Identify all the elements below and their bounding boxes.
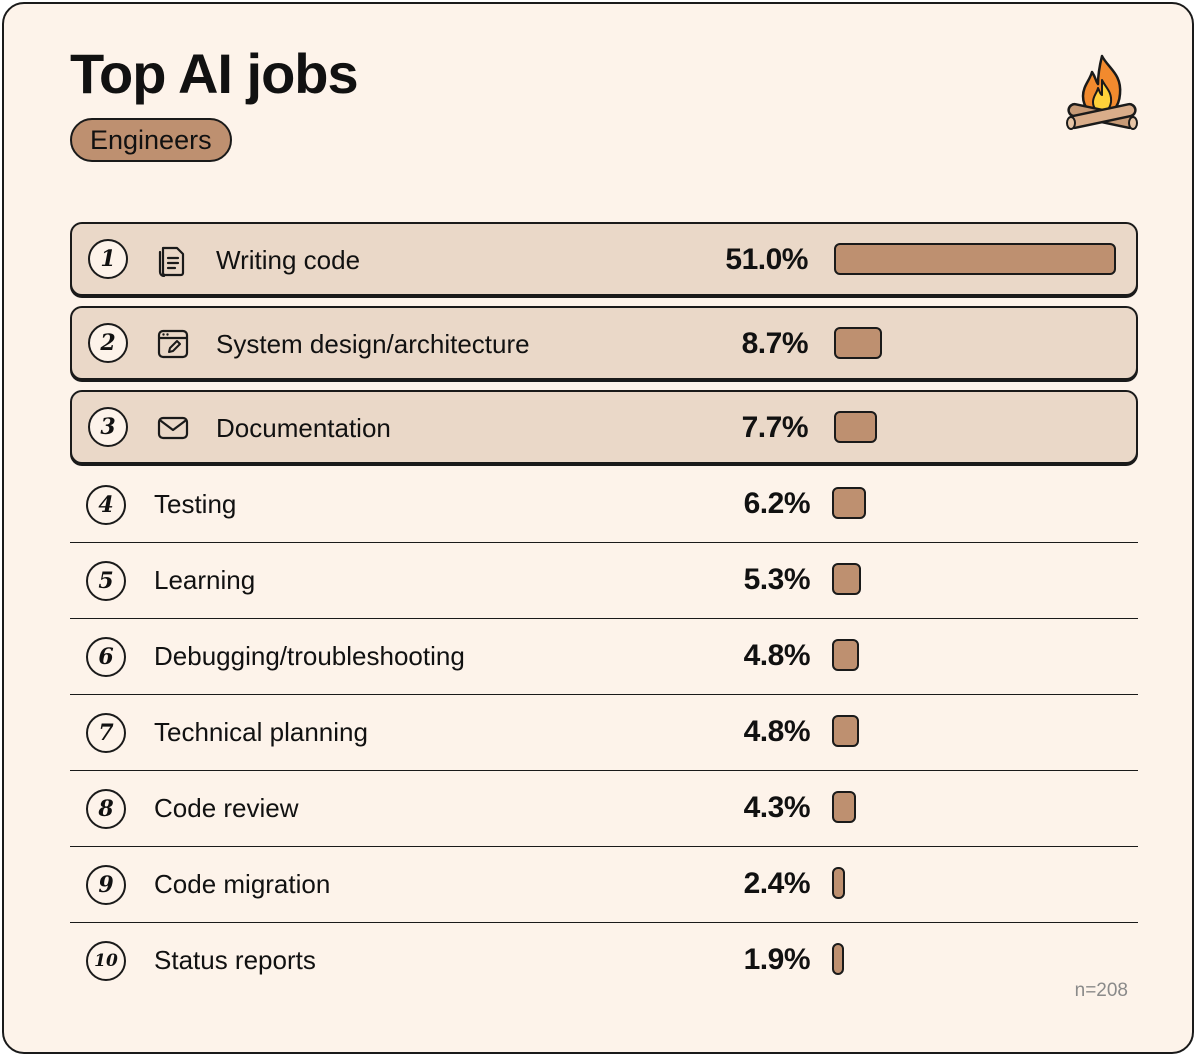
campfire-icon bbox=[1066, 54, 1138, 130]
job-label: Status reports bbox=[154, 945, 316, 975]
percent-value: 4.8% bbox=[743, 715, 811, 748]
list-item: 8 Code review 4.3% bbox=[70, 771, 1138, 847]
list-item: 9 Code migration 2.4% bbox=[70, 847, 1138, 923]
rank-badge: 10 bbox=[86, 941, 126, 981]
list-item: 3 Documentation 7.7% bbox=[70, 390, 1138, 464]
bar bbox=[832, 563, 861, 595]
bar bbox=[832, 943, 844, 975]
rank-badge: 5 bbox=[86, 561, 126, 601]
percent-value: 8.7% bbox=[741, 327, 809, 360]
job-label: Code migration bbox=[154, 869, 331, 899]
percent-value: 5.3% bbox=[743, 563, 811, 596]
list-item: 6 Debugging/troubleshooting 4.8% bbox=[70, 619, 1138, 695]
rank-badge: 3 bbox=[88, 407, 128, 447]
job-label: Learning bbox=[154, 565, 256, 595]
browser-edit-icon bbox=[157, 329, 189, 359]
document-icon bbox=[158, 246, 185, 277]
sample-size-note: n=208 bbox=[1074, 980, 1128, 1001]
list-item: 1 Writing code 51.0% bbox=[70, 222, 1138, 296]
rank-badge: 6 bbox=[86, 637, 126, 677]
job-label: Writing code bbox=[216, 245, 361, 275]
percent-value: 7.7% bbox=[741, 411, 809, 444]
list-item: 4 Testing 6.2% bbox=[70, 467, 1138, 543]
job-label: Debugging/troubleshooting bbox=[154, 641, 465, 671]
bar bbox=[832, 639, 859, 671]
bar bbox=[834, 243, 1116, 275]
rank-badge: 1 bbox=[88, 239, 128, 279]
percent-value: 4.3% bbox=[743, 791, 811, 824]
bar bbox=[834, 411, 877, 443]
chart-title: Top AI jobs bbox=[70, 42, 359, 105]
percent-value: 4.8% bbox=[743, 639, 811, 672]
job-label: Code review bbox=[154, 793, 299, 823]
list-item: 10 Status reports 1.9% bbox=[70, 923, 1138, 999]
percent-value: 2.4% bbox=[743, 867, 811, 900]
bar bbox=[834, 327, 882, 359]
envelope-icon bbox=[157, 416, 189, 440]
job-label: Technical planning bbox=[154, 717, 368, 747]
job-label: System design/architecture bbox=[216, 329, 530, 359]
rank-badge: 4 bbox=[86, 485, 126, 525]
list-item: 2 System design/architecture 8.7% bbox=[70, 306, 1138, 380]
rank-badge: 2 bbox=[88, 323, 128, 363]
list-item: 7 Technical planning 4.8% bbox=[70, 695, 1138, 771]
segment-badge: Engineers bbox=[70, 118, 232, 162]
bar bbox=[832, 791, 856, 823]
bar bbox=[832, 867, 845, 899]
rank-badge: 7 bbox=[86, 713, 126, 753]
bar bbox=[832, 487, 866, 519]
percent-value: 1.9% bbox=[743, 943, 811, 976]
percent-value: 6.2% bbox=[743, 487, 811, 520]
percent-value: 51.0% bbox=[725, 243, 808, 276]
list-item: 5 Learning 5.3% bbox=[70, 543, 1138, 619]
job-label: Documentation bbox=[216, 413, 391, 443]
bar bbox=[832, 715, 859, 747]
job-label: Testing bbox=[154, 489, 237, 519]
rank-badge: 9 bbox=[86, 865, 126, 905]
rank-badge: 8 bbox=[86, 789, 126, 829]
